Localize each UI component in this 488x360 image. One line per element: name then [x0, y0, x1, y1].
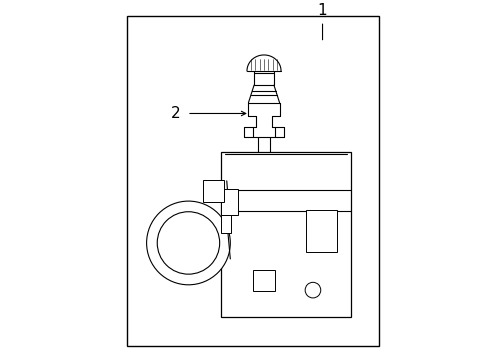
Bar — [221, 153, 350, 318]
Text: 2: 2 — [171, 106, 180, 121]
Bar — [221, 215, 230, 233]
Circle shape — [157, 212, 219, 274]
Bar — [221, 189, 238, 215]
Bar — [253, 270, 274, 291]
Bar — [305, 210, 337, 252]
Circle shape — [305, 282, 320, 298]
Bar — [127, 16, 379, 346]
Circle shape — [146, 201, 230, 285]
Bar — [203, 180, 223, 202]
Text: 1: 1 — [317, 3, 326, 18]
